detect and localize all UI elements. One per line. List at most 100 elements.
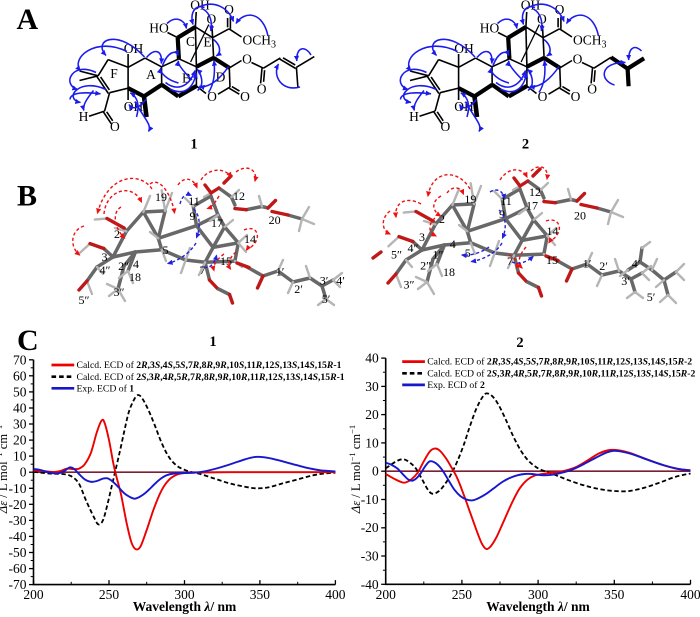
svg-text:-40: -40	[361, 577, 379, 592]
svg-text:O: O	[555, 2, 565, 17]
svg-text:250: 250	[99, 587, 120, 602]
svg-text:O: O	[573, 52, 583, 67]
svg-text:Wavelength λ/ nm: Wavelength λ/ nm	[133, 599, 237, 614]
svg-text:9: 9	[499, 207, 505, 221]
svg-text:Calcd. ECD of 2R,3S,4S,5S,7R,8: Calcd. ECD of 2R,3S,4S,5S,7R,8R,9R,10S,1…	[77, 360, 342, 371]
svg-text:14: 14	[244, 232, 256, 246]
svg-text:5′: 5′	[647, 290, 656, 304]
svg-text:-70: -70	[9, 577, 27, 592]
svg-text:F: F	[110, 66, 118, 81]
svg-text:19: 19	[155, 190, 167, 204]
svg-text:1″: 1″	[433, 248, 444, 262]
svg-text:OCH3: OCH3	[573, 33, 607, 51]
svg-text:O: O	[538, 89, 548, 104]
svg-text:20: 20	[13, 433, 27, 448]
svg-text:3: 3	[419, 230, 425, 244]
svg-text:-30: -30	[361, 549, 379, 564]
svg-text:Exp. ECD of 2: Exp. ECD of 2	[427, 380, 485, 391]
svg-text:H: H	[79, 109, 89, 124]
svg-text:2: 2	[516, 335, 523, 351]
svg-text:Exp. ECD of 1: Exp. ECD of 1	[77, 383, 135, 394]
svg-text:5: 5	[465, 246, 471, 260]
svg-text:Calcd. ECD of 2S,3R,4R,5R,7R,8: Calcd. ECD of 2S,3R,4R,5R,7R,8R,9R,10R,1…	[77, 372, 345, 383]
svg-text:O: O	[587, 81, 597, 96]
svg-text:3′: 3′	[621, 274, 630, 288]
svg-text:C: C	[186, 34, 195, 49]
svg-text:12: 12	[529, 185, 541, 199]
svg-text:2: 2	[522, 137, 529, 153]
svg-text:400: 400	[325, 587, 346, 602]
svg-text:2′: 2′	[599, 259, 608, 273]
svg-text:9: 9	[190, 209, 196, 223]
svg-text:Wavelength λ/ nm: Wavelength λ/ nm	[486, 599, 590, 614]
svg-text:7: 7	[200, 263, 206, 277]
svg-text:O: O	[441, 119, 451, 134]
svg-text:B: B	[182, 71, 191, 86]
svg-text:B: B	[17, 180, 37, 213]
svg-text:H: H	[409, 109, 419, 124]
svg-text:-50: -50	[9, 545, 27, 560]
svg-text:40: 40	[13, 401, 27, 416]
svg-text:C: C	[17, 324, 39, 357]
svg-text:4″: 4″	[100, 263, 111, 277]
svg-text:300: 300	[528, 587, 549, 602]
svg-text:2: 2	[114, 227, 120, 241]
svg-text:O: O	[242, 52, 252, 67]
svg-text:10: 10	[365, 435, 379, 450]
svg-text:2″: 2″	[118, 259, 129, 273]
svg-text:30: 30	[13, 417, 27, 432]
svg-text:4″: 4″	[408, 241, 419, 255]
svg-text:15: 15	[546, 253, 558, 267]
svg-text:-60: -60	[9, 561, 27, 576]
svg-text:O: O	[207, 89, 217, 104]
svg-text:Δε / L mol−1 cm−1: Δε / L mol−1 cm−1	[0, 425, 10, 514]
svg-text:7: 7	[507, 254, 513, 268]
svg-text:Calcd. ECD of 2S,3R,4R,5R,7R,8: Calcd. ECD of 2S,3R,4R,5R,7R,8R,9R,10R,1…	[427, 368, 695, 379]
svg-text:O: O	[240, 89, 250, 104]
svg-text:2″: 2″	[420, 259, 431, 273]
svg-text:200: 200	[376, 587, 397, 602]
svg-text:A: A	[17, 3, 39, 36]
svg-text:11: 11	[188, 194, 200, 208]
svg-text:O: O	[257, 81, 267, 96]
svg-text:50: 50	[13, 384, 27, 399]
svg-text:4′: 4′	[632, 257, 641, 271]
svg-text:-10: -10	[361, 492, 379, 507]
svg-text:A: A	[146, 67, 156, 82]
svg-text:3″: 3″	[114, 285, 125, 299]
svg-text:30: 30	[365, 379, 379, 394]
svg-text:350: 350	[250, 587, 271, 602]
svg-text:300: 300	[174, 587, 195, 602]
svg-text:-30: -30	[9, 513, 27, 528]
svg-text:HO: HO	[149, 21, 169, 36]
svg-text:4′: 4′	[336, 274, 345, 288]
svg-text:-40: -40	[9, 529, 27, 544]
svg-text:2′: 2′	[294, 282, 303, 296]
svg-text:3: 3	[102, 250, 108, 264]
svg-text:14: 14	[547, 224, 559, 238]
svg-text:O: O	[571, 89, 581, 104]
svg-text:200: 200	[23, 587, 44, 602]
svg-text:E: E	[203, 35, 211, 50]
svg-text:10: 10	[13, 449, 27, 464]
svg-text:1: 1	[209, 334, 216, 350]
svg-text:5″: 5″	[79, 293, 90, 307]
svg-text:60: 60	[13, 368, 27, 383]
svg-text:OH: OH	[454, 41, 474, 56]
svg-text:17: 17	[211, 216, 223, 230]
svg-text:1′: 1′	[583, 257, 592, 271]
svg-text:17: 17	[526, 199, 538, 213]
svg-text:5′: 5′	[322, 292, 331, 306]
svg-text:1′: 1′	[276, 265, 285, 279]
svg-text:HO: HO	[480, 21, 500, 36]
svg-text:3″: 3″	[404, 278, 415, 292]
svg-text:OCH3: OCH3	[243, 33, 277, 51]
svg-text:2: 2	[439, 212, 445, 226]
svg-text:20: 20	[365, 407, 379, 422]
svg-text:350: 350	[604, 587, 625, 602]
svg-text:OH: OH	[124, 41, 144, 56]
svg-text:-20: -20	[361, 520, 379, 535]
svg-text:0: 0	[372, 464, 379, 479]
svg-text:11: 11	[500, 194, 512, 208]
svg-text:1: 1	[190, 137, 197, 153]
